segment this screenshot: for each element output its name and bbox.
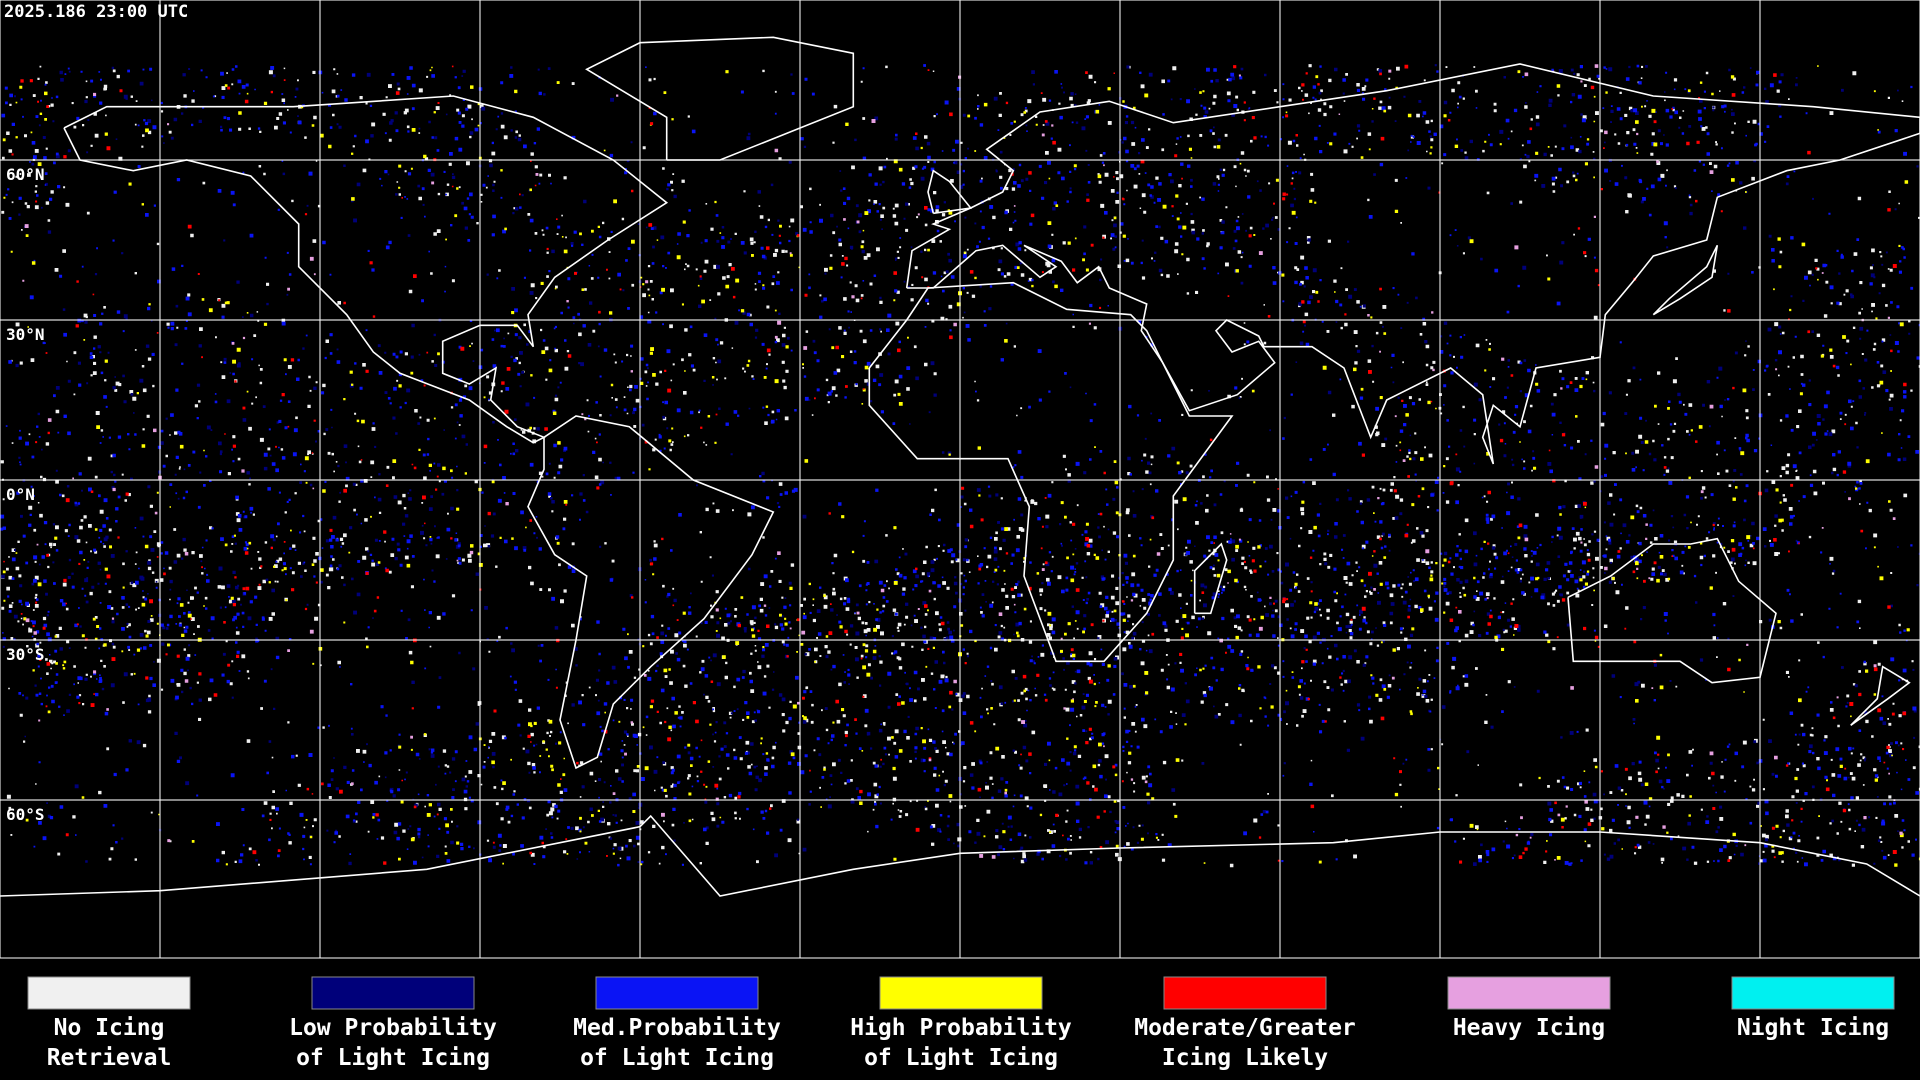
legend-swatch — [879, 976, 1043, 1010]
legend-swatch — [311, 976, 475, 1010]
coastline — [905, 63, 1920, 465]
legend-swatch — [595, 976, 759, 1010]
legend-label: of Light Icing — [864, 1045, 1058, 1071]
latitude-label: 30°S — [6, 645, 45, 664]
latitude-label: 0°N — [6, 485, 35, 504]
legend-label: Night Icing — [1737, 1015, 1889, 1041]
graticule — [0, 0, 1920, 958]
coastline — [1652, 244, 1719, 316]
coastline — [868, 281, 1234, 663]
legend-label: Low Probability — [289, 1015, 497, 1041]
coastline — [527, 415, 775, 770]
coastline — [1193, 542, 1228, 615]
legend-swatch — [1163, 976, 1327, 1010]
legend-label: of Light Icing — [296, 1045, 490, 1071]
legend-label: of Light Icing — [580, 1045, 774, 1071]
latitude-label: 30°N — [6, 325, 45, 344]
latitude-label: 60°N — [6, 165, 45, 184]
legend-swatch — [27, 976, 191, 1010]
legend-swatch — [1447, 976, 1611, 1010]
coastline — [63, 95, 669, 444]
latitude-label: 60°S — [6, 805, 45, 824]
legend-label: No Icing — [54, 1015, 165, 1041]
legend-label: Icing Likely — [1162, 1045, 1328, 1071]
legend-swatch — [1731, 976, 1895, 1010]
legend-label: High Probability — [850, 1015, 1072, 1041]
coastline — [927, 169, 973, 215]
legend-label: Moderate/Greater — [1134, 1015, 1356, 1041]
legend-label: Heavy Icing — [1453, 1015, 1605, 1041]
coastline — [1567, 537, 1777, 684]
legend-label: Med.Probability — [573, 1015, 781, 1041]
legend: No Icing Retrieval Low Probability of Light… — [27, 976, 1895, 1071]
map-frame — [0, 0, 1920, 959]
coastline — [1850, 665, 1911, 726]
legend-label: Retrieval — [47, 1045, 172, 1071]
timestamp: 2025.186 23:00 UTC — [4, 2, 188, 22]
coastlines — [0, 36, 1920, 897]
